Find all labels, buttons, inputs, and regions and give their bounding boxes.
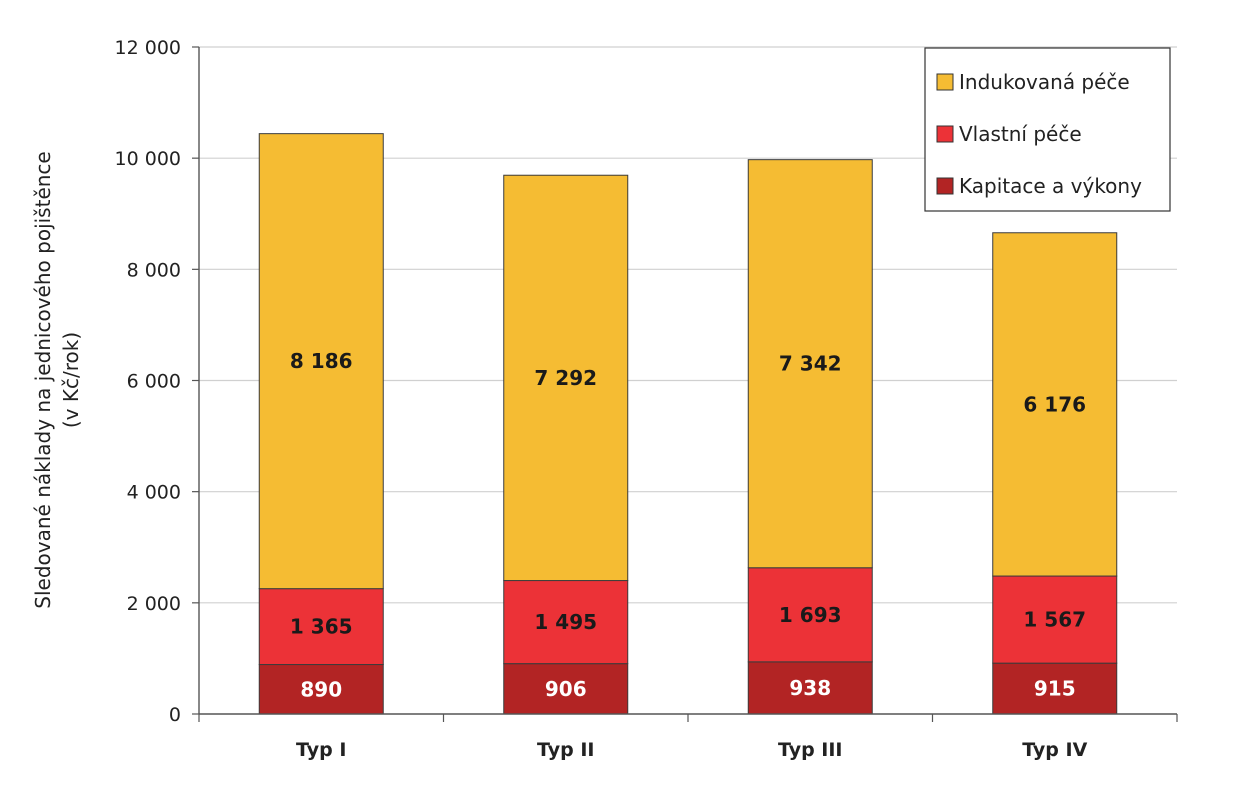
bar-segment	[258, 588, 384, 666]
data-label: 1 693	[779, 603, 842, 627]
legend-swatch	[936, 125, 954, 143]
bar-segment	[503, 580, 629, 665]
bar-segment	[747, 159, 873, 569]
legend: Indukovaná péče Vlastní péče Kapitace a vý…	[924, 47, 1171, 212]
data-label: 7 292	[534, 366, 597, 390]
data-label: 6 176	[1023, 392, 1086, 416]
y-tick-label: 2 000	[127, 593, 181, 615]
legend-label: Vlastní péče	[959, 122, 1082, 146]
y-tick-label: 12 000	[115, 37, 181, 59]
y-tick-label: 6 000	[127, 371, 181, 393]
data-label: 915	[1034, 677, 1076, 701]
y-tick-label: 8 000	[127, 259, 181, 281]
data-label: 938	[789, 676, 831, 700]
data-label: 7 342	[779, 352, 842, 376]
x-tick-label: Typ I	[296, 739, 346, 761]
bar-segment	[992, 575, 1118, 664]
x-tick-label: Typ III	[778, 739, 843, 761]
y-axis-unit: (v Kč/rok)	[59, 332, 83, 428]
data-label: 890	[300, 677, 342, 701]
data-label: 906	[545, 677, 587, 701]
data-label: 1 365	[290, 615, 353, 639]
bar-segment	[992, 662, 1118, 715]
data-label: 1 567	[1023, 608, 1086, 632]
legend-label: Kapitace a výkony	[959, 174, 1142, 198]
data-label: 8 186	[290, 349, 353, 373]
bars: 890 1 365 8 186 906 1 495 7 292 938 1 693 7 342 9…	[258, 133, 1118, 715]
y-tick-label: 4 000	[127, 482, 181, 504]
legend-box	[924, 47, 1171, 212]
axes: Sledované náklady na jednicového pojiště…	[31, 37, 1178, 761]
x-tick-label: Typ IV	[1022, 739, 1087, 761]
bar-segment	[503, 174, 629, 582]
legend-swatch	[936, 73, 954, 91]
bar-segment	[747, 661, 873, 715]
legend-label: Indukovaná péče	[959, 70, 1130, 94]
data-label: 1 495	[534, 610, 597, 634]
y-axis-title: Sledované náklady na jednicového pojiště…	[31, 151, 55, 608]
legend-swatch	[936, 177, 954, 195]
y-tick-label: 10 000	[115, 148, 181, 170]
bar-segment	[258, 133, 384, 590]
x-tick-label: Typ II	[537, 739, 594, 761]
bar-segment	[747, 567, 873, 663]
bar-segment	[992, 232, 1118, 577]
y-tick-label: 0	[169, 704, 181, 726]
